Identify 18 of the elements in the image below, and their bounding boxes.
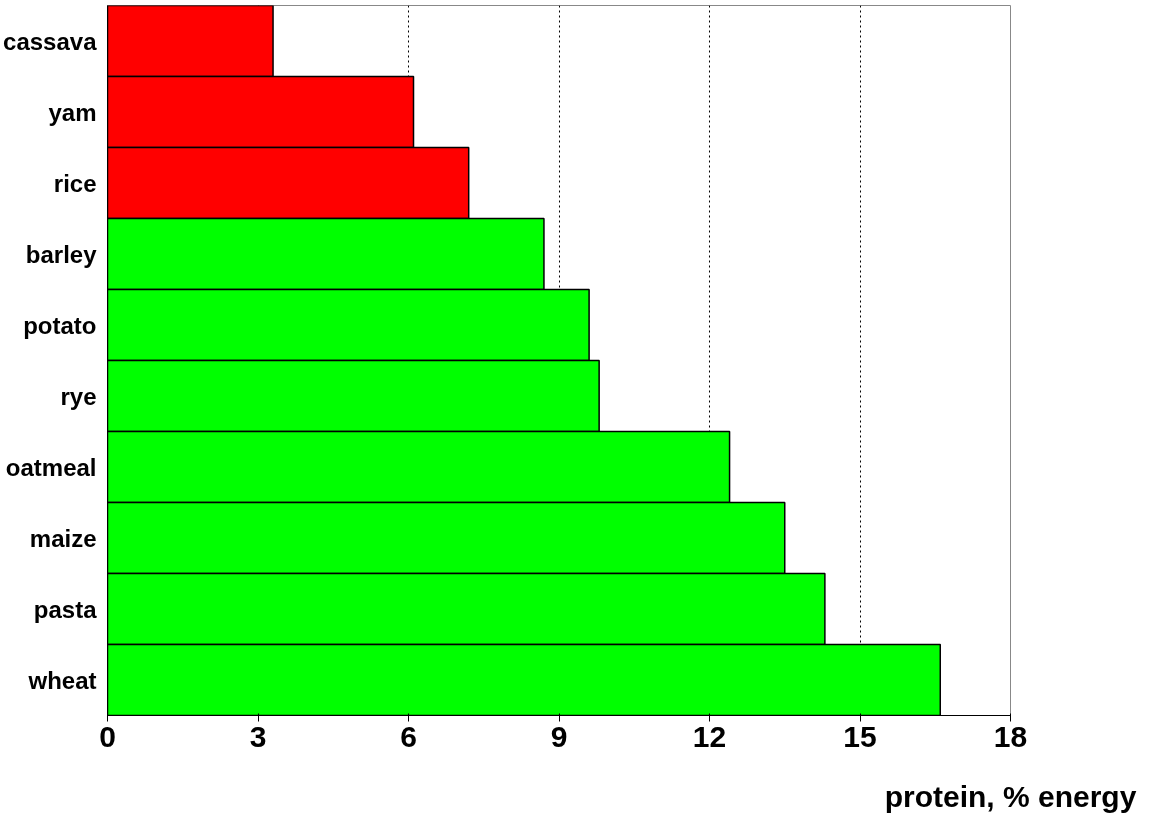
x-axis-title: protein, % energy xyxy=(884,779,1137,813)
y-tick-label: wheat xyxy=(27,666,97,694)
y-tick-label: cassava xyxy=(3,27,98,55)
y-tick-label: yam xyxy=(48,98,97,126)
x-tick-label: 0 xyxy=(99,719,116,753)
x-tick-label: 18 xyxy=(993,719,1028,753)
x-tick-label: 6 xyxy=(400,719,417,753)
y-tick-label: rice xyxy=(53,169,97,197)
y-tick-label: potato xyxy=(23,311,97,339)
y-tick-label: maize xyxy=(29,524,97,552)
y-tick-label: barley xyxy=(25,240,98,268)
x-tick-label: 9 xyxy=(550,719,568,753)
y-tick-label: oatmeal xyxy=(5,453,97,481)
x-tick-label: 3 xyxy=(249,719,267,753)
y-tick-label: pasta xyxy=(33,595,98,623)
x-tick-label: 12 xyxy=(692,719,727,753)
y-tick-label: rye xyxy=(60,382,97,410)
x-tick-label: 15 xyxy=(843,719,877,753)
